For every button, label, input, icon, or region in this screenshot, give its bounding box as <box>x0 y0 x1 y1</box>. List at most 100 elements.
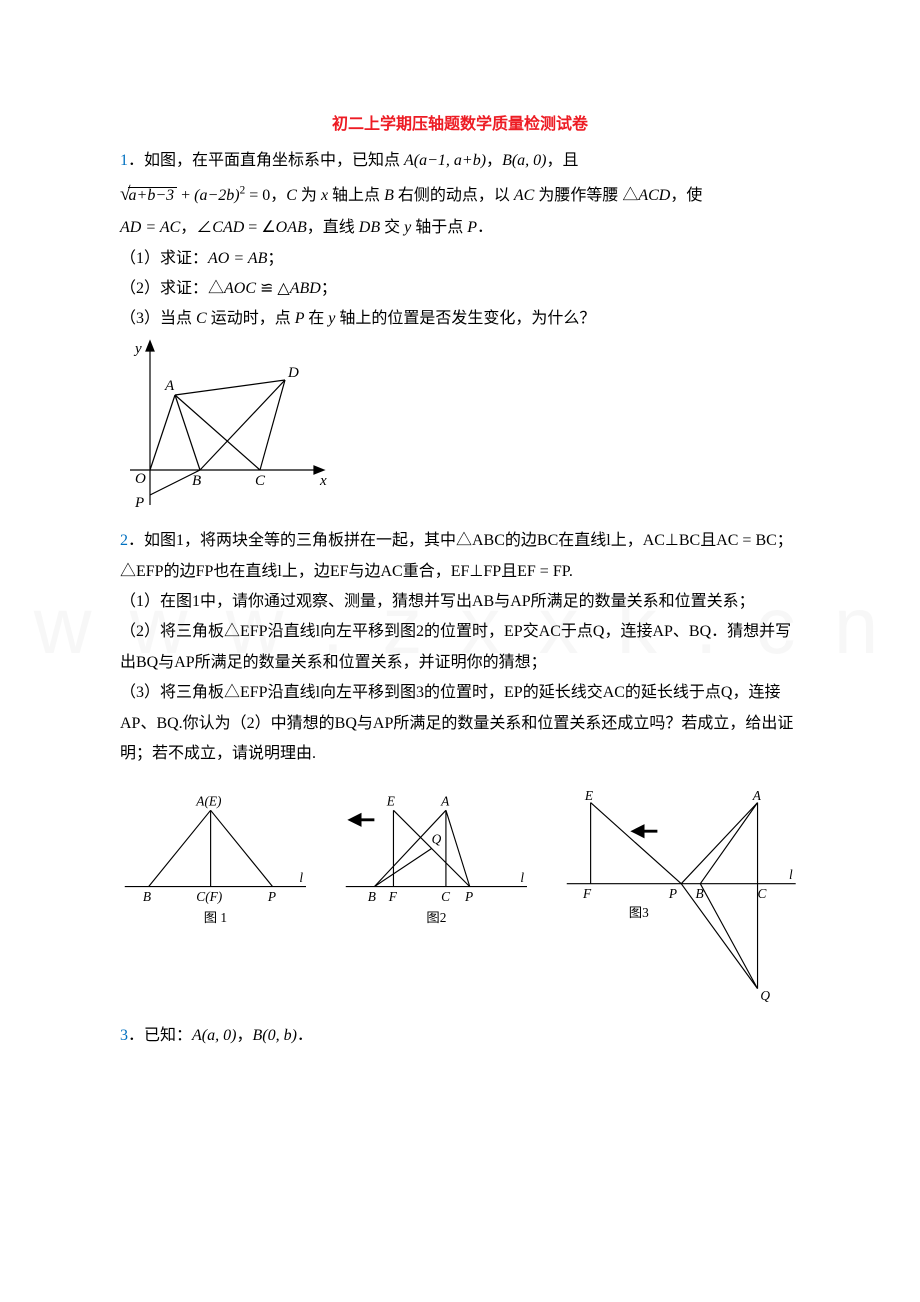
sqrt-radicand: a+b−3 <box>128 187 178 204</box>
q1-y: y <box>404 219 415 236</box>
f3-C: C <box>757 886 767 901</box>
q1-AC: AC <box>514 187 538 204</box>
q1-s2d: ABD <box>290 280 321 297</box>
f1-B: B <box>143 889 151 904</box>
f3-caption: 图3 <box>628 905 648 920</box>
q2-l1: ．如图1，将两块全等的三角板拼在一起，其中△ABC的边BC在直线l上，AC⊥BC… <box>120 532 793 579</box>
q1-l2b: ， <box>270 187 286 204</box>
q1-s3f: y <box>328 310 339 327</box>
q1-line3: AD = AC，∠CAD = ∠OAB，直线 DB 交 y 轴于点 P． <box>120 213 800 243</box>
f2-Q: Q <box>431 832 441 847</box>
f3-P: P <box>667 886 676 901</box>
q3-l1a: ．已知： <box>128 1027 192 1044</box>
f2-E: E <box>386 794 395 809</box>
q3-l1e: ． <box>297 1027 313 1044</box>
q1-line2: √a+b−3 + (a−2b)2 = 0，C 为 x 轴上点 B 右侧的动点，以… <box>120 177 800 213</box>
q3-l1c: ， <box>236 1027 252 1044</box>
lbl-C: C <box>255 473 266 489</box>
plus: + <box>177 187 194 204</box>
q1-ACD: ACD <box>638 187 670 204</box>
f2-A: A <box>440 794 450 809</box>
q2-sub3: （3）将三角板△EFP沿直线l向左平移到图3的位置时，EP的延长线交AC的延长线… <box>120 678 800 769</box>
q1-x: x <box>321 187 332 204</box>
q1-l1e: ，且 <box>547 152 579 169</box>
q1-s2b: AOC <box>224 280 256 297</box>
q1-s2c: ≌ △ <box>256 280 290 297</box>
page-title: 初二上学期压轴题数学质量检测试卷 <box>120 110 800 140</box>
f1-CF: C(F) <box>196 889 222 904</box>
q1-s3a: （3）当点 <box>120 310 196 327</box>
q2-line1: 2．如图1，将两块全等的三角板拼在一起，其中△ABC的边BC在直线l上，AC⊥B… <box>120 526 800 587</box>
f2-l: l <box>520 870 524 885</box>
q3-line1: 3．已知：A(a, 0)，B(0, b)． <box>120 1021 800 1051</box>
q1-s3e: 在 <box>308 310 328 327</box>
q1-s1b: AO = AB <box>208 250 267 267</box>
q1-s1a: （1）求证： <box>120 250 208 267</box>
coord-diagram: y x O A B C D P <box>120 335 340 515</box>
f3-E: E <box>583 788 592 803</box>
q1-s3d: P <box>295 310 308 327</box>
paren-expr: (a−2b) <box>194 187 239 204</box>
lbl-A: A <box>164 378 175 394</box>
q1-s3g: 轴上的位置是否发生变化，为什么？ <box>339 310 595 327</box>
q1-C: C <box>286 187 301 204</box>
lbl-D: D <box>287 365 299 381</box>
q1-P: P <box>467 219 477 236</box>
lbl-B: B <box>192 473 201 489</box>
q1-l2l: ，使 <box>670 187 702 204</box>
q1-l1c: ， <box>486 152 502 169</box>
f3-Q: Q <box>760 988 770 1003</box>
q1-l2h: 右侧的动点，以 <box>398 187 514 204</box>
q1-A: A(a−1, a+b) <box>404 152 486 169</box>
lbl-y: y <box>133 341 142 357</box>
q1-AD: AD = AC <box>120 219 180 236</box>
f3-F: F <box>582 886 592 901</box>
f3-l: l <box>789 867 793 882</box>
q2-figures: A(E) B C(F) P l 图 1 E A B F C P Q l 图2 <box>120 783 800 1013</box>
q1-sub2: （2）求证：△AOC ≌ △ABD； <box>120 274 800 304</box>
q3-number: 3 <box>120 1027 128 1044</box>
lbl-x: x <box>319 473 327 489</box>
q3-A: A(a, 0) <box>192 1027 236 1044</box>
q1-sub1: （1）求证：AO = AB； <box>120 244 800 274</box>
q1-s2e: ； <box>321 280 337 297</box>
q1-l3l: ． <box>477 219 493 236</box>
f2-C: C <box>441 889 451 904</box>
f2-caption: 图2 <box>426 910 446 925</box>
q1-number: 1 <box>120 152 128 169</box>
f1-l: l <box>299 870 303 885</box>
q1-DB: DB <box>359 219 380 236</box>
q1-l2j: 为腰作等腰 △ <box>538 187 638 204</box>
q1-s1c: ； <box>267 250 283 267</box>
q1-l3d: = ∠ <box>244 219 275 236</box>
q3-B: B(0, b) <box>252 1027 296 1044</box>
f3-A: A <box>751 788 761 803</box>
f1-P: P <box>267 889 276 904</box>
lbl-P: P <box>134 495 144 511</box>
q1-figure: y x O A B C D P <box>120 335 800 526</box>
q1-l1a: ．如图，在平面直角坐标系中，已知点 <box>128 152 404 169</box>
q1-line1: 1．如图，在平面直角坐标系中，已知点 A(a−1, a+b)，B(a, 0)，且 <box>120 146 800 176</box>
figure-3: E A F P B C l Q 图3 <box>562 783 800 1013</box>
q1-l3h: 交 <box>380 219 404 236</box>
q1-l2d: 为 <box>301 187 321 204</box>
q1-sub3: （3）当点 C 运动时，点 P 在 y 轴上的位置是否发生变化，为什么？ <box>120 304 800 334</box>
q1-OAB: OAB <box>276 219 307 236</box>
figure-2: E A B F C P Q l 图2 <box>341 783 532 933</box>
q1-s2a: （2）求证：△ <box>120 280 224 297</box>
q2-number: 2 <box>120 532 128 549</box>
figure-1: A(E) B C(F) P l 图 1 <box>120 783 311 933</box>
f1-caption: 图 1 <box>204 910 227 925</box>
f1-AE: A(E) <box>195 794 222 809</box>
q2-sub2: （2）将三角板△EFP沿直线l向左平移到图2的位置时，EP交AC于点Q，连接AP… <box>120 617 800 678</box>
q1-l2f: 轴上点 <box>332 187 384 204</box>
q1-l3j: 轴于点 <box>415 219 467 236</box>
q1-B2: B <box>384 187 398 204</box>
q2-sub1: （1）在图1中，请你通过观察、测量，猜想并写出AB与AP所满足的数量关系和位置关… <box>120 587 800 617</box>
f2-F: F <box>387 889 397 904</box>
q1-s3c: 运动时，点 <box>211 310 295 327</box>
q1-s3b: C <box>196 310 211 327</box>
f2-B: B <box>367 889 375 904</box>
q1-l3f: ，直线 <box>307 219 359 236</box>
eq0: = 0 <box>245 187 270 204</box>
